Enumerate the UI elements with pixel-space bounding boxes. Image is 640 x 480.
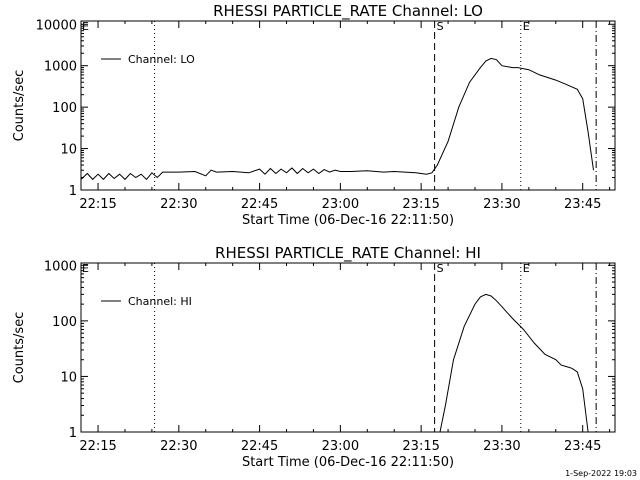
x-tick-label: 22:15 — [79, 197, 116, 212]
x-tick-label: 22:45 — [241, 197, 278, 212]
x-tick-label: 23:15 — [402, 439, 439, 454]
event-marker-label: E — [523, 20, 530, 33]
legend-label: Channel: HI — [128, 295, 192, 308]
y-tick-label: 1 — [69, 184, 77, 199]
y-axis-label: Counts/sec — [12, 70, 27, 142]
y-tick-label: 100 — [52, 101, 77, 116]
x-axis-label: Start Time (06-Dec-16 22:11:50) — [242, 455, 454, 470]
series-line — [80, 57, 594, 181]
x-tick-label: 23:00 — [322, 439, 359, 454]
series-line — [439, 293, 589, 433]
y-tick-label: 100 — [52, 315, 77, 330]
x-tick-label: 22:30 — [160, 197, 197, 212]
x-tick-label: 23:45 — [564, 439, 601, 454]
y-tick-label: 1000 — [44, 60, 77, 75]
x-tick-label: 22:30 — [160, 439, 197, 454]
event-marker-label: E — [523, 262, 530, 275]
chart-title: RHESSI PARTICLE_RATE Channel: LO — [213, 2, 483, 21]
x-tick-label: 23:15 — [402, 197, 439, 212]
footer-timestamp: 1-Sep-2022 19:03 — [565, 469, 637, 478]
y-tick-label: 1000 — [44, 259, 77, 274]
x-tick-label: 23:45 — [564, 197, 601, 212]
event-marker-label: S — [437, 20, 444, 33]
plot-frame — [80, 20, 616, 191]
x-tick-label: 23:00 — [322, 197, 359, 212]
x-tick-label: 23:30 — [483, 197, 520, 212]
corner-flag: E — [82, 20, 89, 33]
x-tick-label: 23:30 — [483, 439, 520, 454]
legend-label: Channel: LO — [128, 53, 195, 66]
corner-flag: E — [82, 262, 89, 275]
chart-title: RHESSI PARTICLE_RATE Channel: HI — [215, 244, 481, 263]
y-tick-label: 10000 — [36, 18, 77, 33]
x-axis-label: Start Time (06-Dec-16 22:11:50) — [242, 213, 454, 228]
x-tick-label: 22:15 — [79, 439, 116, 454]
x-tick-label: 22:45 — [241, 439, 278, 454]
event-marker-label: S — [437, 262, 444, 275]
y-tick-label: 10 — [60, 143, 77, 158]
y-axis-label: Counts/sec — [12, 312, 27, 384]
y-tick-label: 1 — [69, 426, 77, 441]
y-tick-label: 10 — [60, 370, 77, 385]
plot-frame — [80, 262, 616, 433]
